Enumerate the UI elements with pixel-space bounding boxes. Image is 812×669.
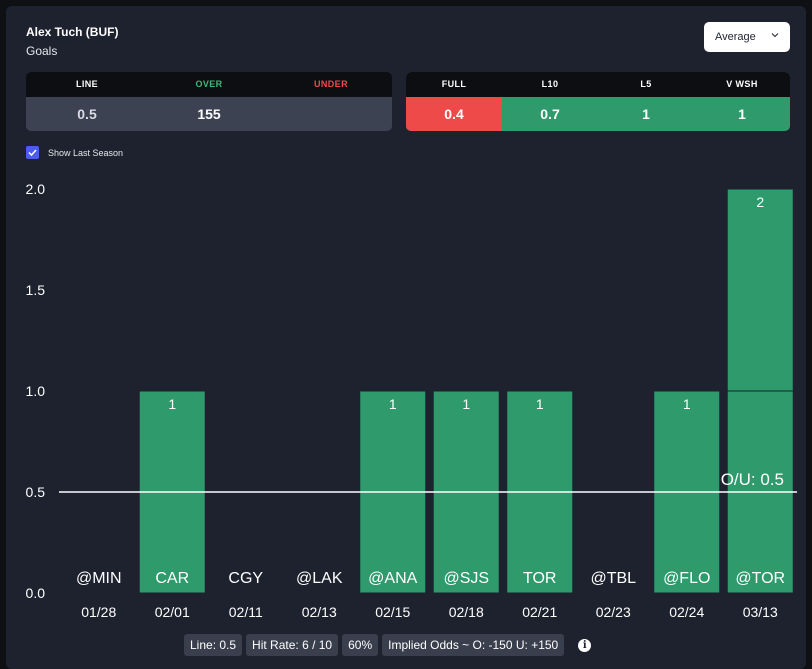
under-header: UNDER: [313, 79, 348, 89]
opponent-label: @TOR: [735, 570, 785, 587]
opponent-label: @MIN: [76, 570, 122, 587]
date-tick-label: 02/23: [596, 604, 631, 620]
date-tick-label: 02/13: [302, 604, 337, 620]
l5-header: L5: [640, 79, 652, 89]
info-icon[interactable]: i: [578, 638, 592, 652]
l5-value: 1: [642, 106, 650, 122]
over-header: OVER: [195, 79, 223, 89]
vwsh-header: V WSH: [726, 79, 758, 89]
full-value: 0.4: [406, 97, 502, 131]
bar-value-label: 1: [462, 396, 470, 412]
line-header: LINE: [75, 79, 99, 89]
player-name: Alex Tuch (BUF): [26, 25, 119, 39]
line-pill: Line: 0.5: [184, 634, 243, 656]
date-tick-label: 02/11: [229, 604, 263, 620]
summary-footer: Line: 0.5 Hit Rate: 6 / 10 60% Implied O…: [184, 634, 592, 656]
opponent-label: CGY: [228, 570, 263, 587]
show-last-season-label: Show Last Season: [48, 147, 124, 158]
hit-percent-pill: 60%: [342, 634, 379, 656]
implied-odds-pill: Implied Odds ~ O: -150 U: +150: [382, 634, 565, 656]
over-under-label: O/U: 0.5: [721, 470, 784, 489]
full-header: FULL: [441, 79, 467, 89]
stats-panel: FULL L10 L5 V WSH 0.4 0.7 1 1: [406, 72, 790, 131]
bar-value-label: 1: [683, 396, 691, 412]
opponent-label: @ANA: [368, 570, 417, 587]
opponent-label: CAR: [155, 570, 189, 587]
opponent-label: @FLO: [663, 570, 710, 587]
over-value: 155: [197, 106, 221, 122]
chevron-down-icon: [771, 33, 779, 38]
average-dropdown[interactable]: Average: [704, 22, 790, 52]
line-value: 0.5: [77, 106, 97, 122]
market-label: Goals: [26, 44, 58, 58]
opponent-label: @SJS: [443, 570, 489, 587]
y-tick-label: 0.0: [26, 585, 46, 601]
date-tick-label: 03/13: [743, 604, 778, 620]
vwsh-value: 1: [738, 106, 746, 122]
dropdown-value: Average: [715, 31, 756, 43]
opponent-label: @LAK: [296, 570, 343, 587]
date-tick-label: 02/24: [669, 604, 704, 620]
checkbox[interactable]: [26, 146, 39, 159]
y-tick-label: 2.0: [26, 181, 46, 197]
bar-segment: [726, 188, 794, 392]
bar-value-label: 1: [536, 396, 544, 412]
bar-value-label: 1: [168, 396, 176, 412]
bar-value-label: 1: [389, 396, 397, 412]
line-panel: LINE OVER UNDER 0.5 155: [26, 72, 392, 131]
y-tick-label: 0.5: [26, 484, 46, 500]
hit-rate-pill: Hit Rate: 6 / 10: [246, 634, 339, 656]
l10-value: 0.7: [540, 106, 560, 122]
checkmark-icon: [28, 149, 37, 157]
date-tick-label: 02/18: [449, 604, 484, 620]
y-tick-label: 1.5: [26, 282, 46, 298]
bar-value-label: 2: [756, 194, 764, 210]
l10-header: L10: [541, 79, 559, 89]
date-tick-label: 02/01: [155, 604, 190, 620]
opponent-label: TOR: [523, 570, 556, 587]
date-tick-label: 02/21: [522, 604, 557, 620]
y-tick-label: 1.0: [26, 383, 46, 399]
date-tick-label: 01/28: [81, 604, 116, 620]
show-last-season-toggle[interactable]: Show Last Season: [26, 146, 123, 159]
opponent-label: @TBL: [590, 570, 636, 587]
date-tick-label: 02/15: [375, 604, 410, 620]
